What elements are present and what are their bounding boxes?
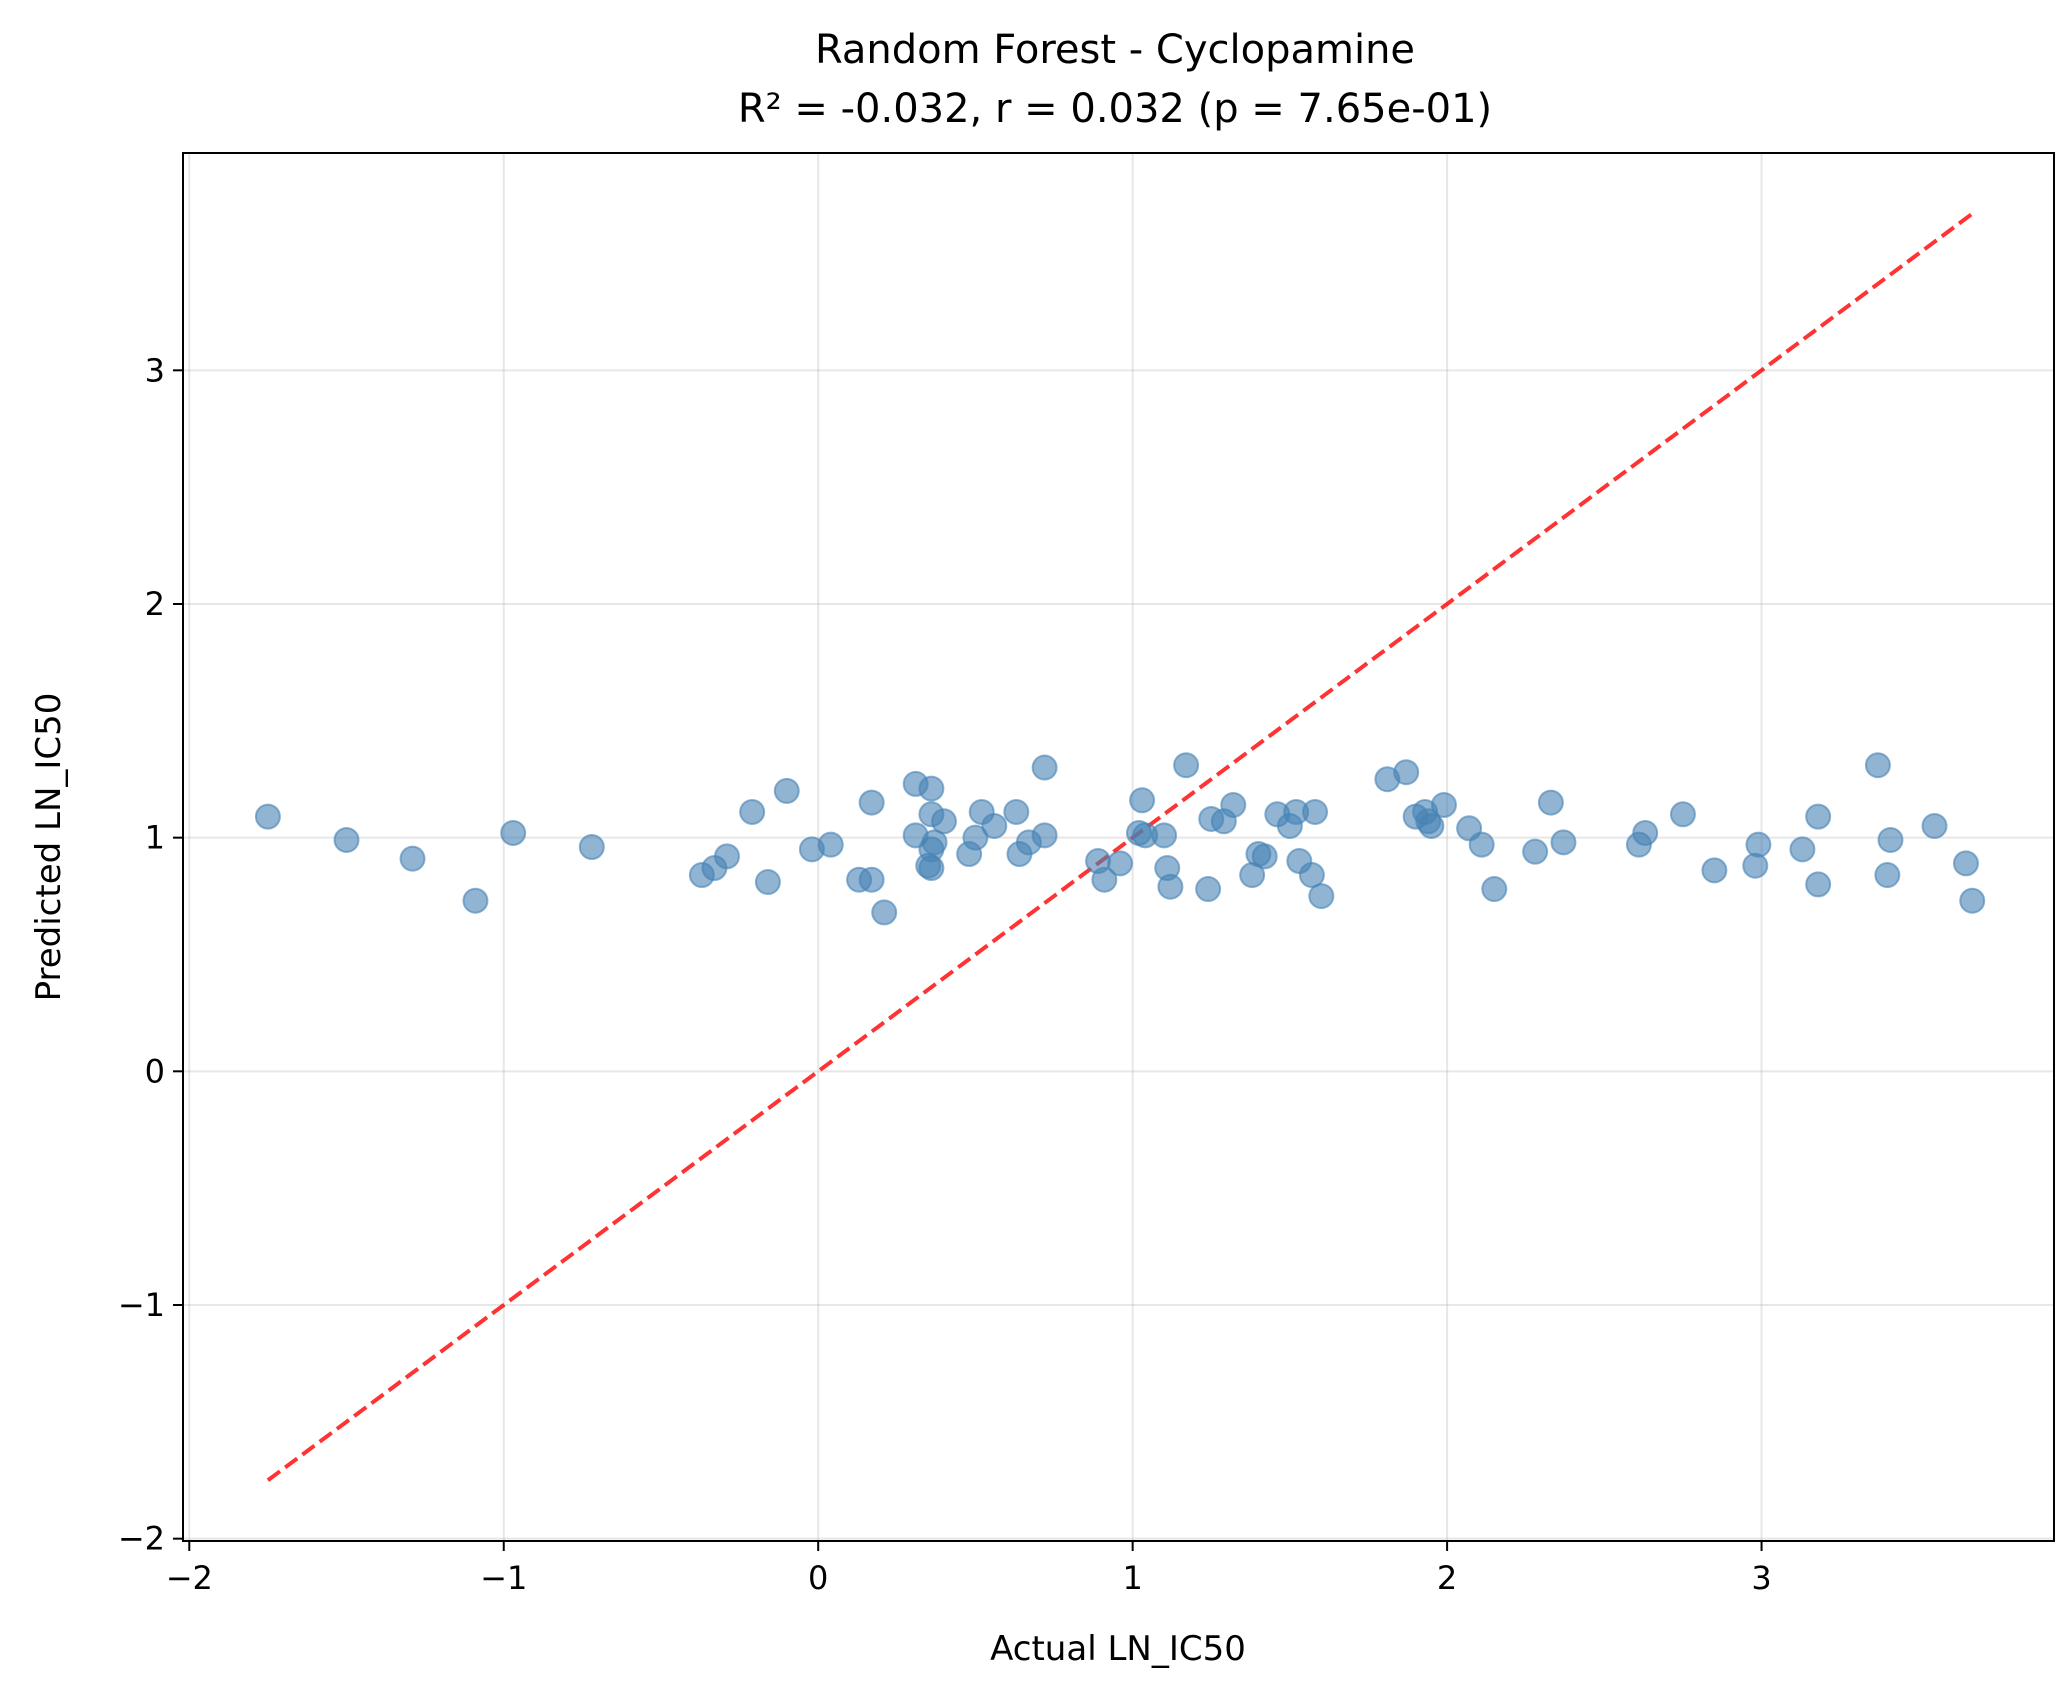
data-point	[1952, 850, 1979, 877]
y-tick-label: −1	[118, 1286, 165, 1324]
data-point	[1481, 876, 1508, 903]
chart-title: Random Forest - Cyclopamine	[815, 27, 1415, 73]
x-tick-label: 1	[1122, 1559, 1142, 1597]
data-point	[1701, 857, 1728, 884]
data-point	[1632, 819, 1659, 846]
data-point	[1874, 862, 1901, 889]
data-point	[1522, 838, 1549, 865]
data-point	[1805, 803, 1832, 830]
axis-ticks: −2 −1 0 1 2 3 −2 −1 0 1 2 3	[118, 351, 1772, 1597]
data-point	[1789, 836, 1816, 863]
data-point	[739, 798, 766, 825]
data-point	[858, 789, 885, 816]
data-point	[1251, 843, 1278, 870]
chart-subtitle: R² = -0.032, r = 0.032 (p = 7.65e-01)	[738, 86, 1492, 132]
data-point	[754, 869, 781, 896]
data-point	[773, 777, 800, 804]
data-point	[1959, 887, 1986, 914]
data-point	[1308, 883, 1335, 910]
data-point	[1107, 850, 1134, 877]
x-axis-label: Actual LN_IC50	[990, 1629, 1246, 1669]
data-point	[1742, 852, 1769, 879]
data-point	[1468, 831, 1495, 858]
data-point	[1298, 862, 1325, 889]
y-tick-label: 1	[145, 819, 165, 857]
x-tick-label: 2	[1437, 1559, 1457, 1597]
data-point	[1091, 866, 1118, 893]
data-point	[1550, 829, 1577, 856]
data-point	[1805, 871, 1832, 898]
data-point	[1031, 822, 1058, 849]
data-point	[962, 824, 989, 851]
data-point	[333, 826, 360, 853]
reference-line	[266, 212, 1974, 1482]
y-tick-label: 2	[145, 585, 165, 623]
data-point	[921, 829, 948, 856]
data-point	[500, 819, 527, 846]
data-point	[1864, 752, 1891, 779]
data-point	[578, 834, 605, 860]
data-point	[1173, 752, 1200, 779]
data-point	[1537, 789, 1564, 816]
data-point	[871, 899, 898, 926]
data-point	[817, 831, 844, 858]
data-point	[1921, 812, 1948, 839]
data-point	[1195, 876, 1222, 903]
x-tick-label: −2	[166, 1559, 213, 1597]
x-tick-label: 3	[1751, 1559, 1771, 1597]
data-point	[1669, 801, 1696, 828]
data-point	[858, 866, 885, 893]
data-point	[981, 812, 1008, 839]
data-point	[254, 803, 281, 830]
data-point	[462, 887, 489, 914]
x-tick-label: 0	[808, 1559, 828, 1597]
y-tick-label: 0	[145, 1052, 165, 1090]
data-point	[1393, 759, 1420, 786]
data-point	[1430, 791, 1457, 818]
y-tick-label: 3	[145, 351, 165, 389]
data-point	[1220, 791, 1247, 818]
y-tick-label: −2	[118, 1520, 165, 1558]
data-point	[918, 775, 945, 802]
data-point	[1302, 798, 1329, 825]
data-point	[1157, 873, 1184, 900]
data-point	[918, 855, 945, 882]
data-point	[1031, 754, 1058, 781]
data-point	[1745, 831, 1772, 858]
y-axis-label: Predicted LN_IC50	[29, 693, 69, 1002]
x-tick-label: −1	[480, 1559, 527, 1597]
plot-area-frame	[182, 152, 2055, 1542]
data-point	[930, 808, 957, 835]
data-point	[1003, 798, 1030, 825]
data-point	[1151, 822, 1178, 849]
data-point	[399, 845, 426, 872]
data-point	[714, 843, 741, 870]
scatter-points	[254, 752, 1986, 926]
data-point	[1877, 826, 1904, 853]
reference-line-group	[266, 212, 1974, 1482]
data-point	[1129, 787, 1156, 814]
data-point	[1418, 812, 1445, 839]
